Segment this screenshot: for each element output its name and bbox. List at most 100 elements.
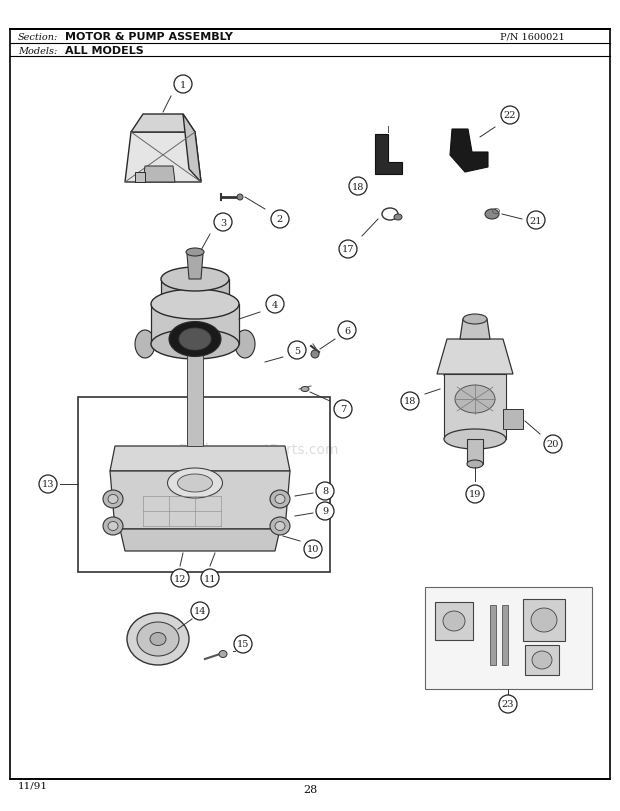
Text: eReplacementParts.com: eReplacementParts.com <box>170 443 339 457</box>
Circle shape <box>401 393 419 410</box>
Text: 2: 2 <box>277 215 283 224</box>
Ellipse shape <box>108 521 118 531</box>
Text: Models:: Models: <box>18 46 57 55</box>
Bar <box>78 397 330 573</box>
Ellipse shape <box>103 491 123 508</box>
Ellipse shape <box>467 461 483 469</box>
Polygon shape <box>135 173 145 182</box>
Ellipse shape <box>108 495 118 504</box>
Circle shape <box>501 107 519 125</box>
Text: 17: 17 <box>342 245 354 254</box>
Circle shape <box>349 178 367 195</box>
Polygon shape <box>161 280 229 305</box>
Circle shape <box>271 211 289 229</box>
Text: 20: 20 <box>547 440 559 449</box>
Ellipse shape <box>270 517 290 535</box>
Ellipse shape <box>137 622 179 656</box>
Text: 12: 12 <box>174 574 186 583</box>
Ellipse shape <box>531 608 557 633</box>
Ellipse shape <box>311 350 319 358</box>
Circle shape <box>214 214 232 232</box>
Bar <box>435 603 473 640</box>
Text: 21: 21 <box>529 217 542 225</box>
Polygon shape <box>120 530 280 551</box>
Bar <box>523 599 565 642</box>
Circle shape <box>339 241 357 259</box>
Ellipse shape <box>219 650 227 658</box>
Text: 15: 15 <box>237 640 249 649</box>
Polygon shape <box>444 375 506 440</box>
Polygon shape <box>187 255 203 280</box>
Circle shape <box>174 76 192 94</box>
Ellipse shape <box>463 315 487 324</box>
Ellipse shape <box>455 385 495 414</box>
Text: Section:: Section: <box>18 32 58 41</box>
Text: ALL MODELS: ALL MODELS <box>65 46 144 56</box>
Polygon shape <box>503 410 523 430</box>
Circle shape <box>466 486 484 504</box>
Text: 4: 4 <box>272 300 278 309</box>
Bar <box>502 605 508 665</box>
Ellipse shape <box>444 430 506 449</box>
Text: 9: 9 <box>322 507 328 516</box>
Circle shape <box>499 695 517 713</box>
Circle shape <box>171 569 189 587</box>
Text: 11/91: 11/91 <box>18 780 48 790</box>
Text: 6: 6 <box>344 326 350 335</box>
Ellipse shape <box>275 495 285 504</box>
Text: 11: 11 <box>204 574 216 583</box>
Text: 18: 18 <box>352 182 364 191</box>
Ellipse shape <box>394 215 402 221</box>
Circle shape <box>191 603 209 620</box>
Ellipse shape <box>179 328 211 350</box>
Ellipse shape <box>150 633 166 646</box>
Ellipse shape <box>186 249 204 257</box>
Text: 8: 8 <box>322 487 328 496</box>
Text: 13: 13 <box>42 480 55 489</box>
Polygon shape <box>450 130 488 173</box>
Text: 7: 7 <box>340 405 346 414</box>
Circle shape <box>304 540 322 558</box>
Ellipse shape <box>235 331 255 358</box>
Polygon shape <box>143 167 175 182</box>
Text: 28: 28 <box>303 784 317 794</box>
Text: 14: 14 <box>193 607 206 616</box>
Circle shape <box>527 212 545 230</box>
Ellipse shape <box>444 363 506 385</box>
Circle shape <box>544 436 562 453</box>
Ellipse shape <box>151 329 239 359</box>
Circle shape <box>234 635 252 653</box>
Polygon shape <box>437 340 513 375</box>
Circle shape <box>201 569 219 587</box>
Text: 18: 18 <box>404 397 416 406</box>
Polygon shape <box>110 471 290 530</box>
Polygon shape <box>467 440 483 465</box>
Polygon shape <box>187 346 203 446</box>
Ellipse shape <box>532 651 552 669</box>
Ellipse shape <box>127 613 189 665</box>
Circle shape <box>316 483 334 500</box>
Polygon shape <box>110 446 290 471</box>
Ellipse shape <box>169 322 221 357</box>
Bar <box>490 605 496 665</box>
Ellipse shape <box>103 517 123 535</box>
Text: 3: 3 <box>220 218 226 227</box>
Circle shape <box>288 341 306 359</box>
Circle shape <box>266 296 284 314</box>
Text: 1: 1 <box>180 80 186 89</box>
Circle shape <box>39 475 57 493</box>
Bar <box>525 646 559 676</box>
Circle shape <box>334 401 352 418</box>
Ellipse shape <box>301 387 309 392</box>
Ellipse shape <box>177 474 213 492</box>
Text: 19: 19 <box>469 490 481 499</box>
Bar <box>425 587 592 689</box>
Ellipse shape <box>485 210 499 220</box>
Text: 23: 23 <box>502 700 514 709</box>
Ellipse shape <box>275 521 285 531</box>
Circle shape <box>338 322 356 340</box>
Polygon shape <box>460 320 490 340</box>
Polygon shape <box>131 115 195 133</box>
Ellipse shape <box>161 268 229 292</box>
Text: 5: 5 <box>294 346 300 355</box>
